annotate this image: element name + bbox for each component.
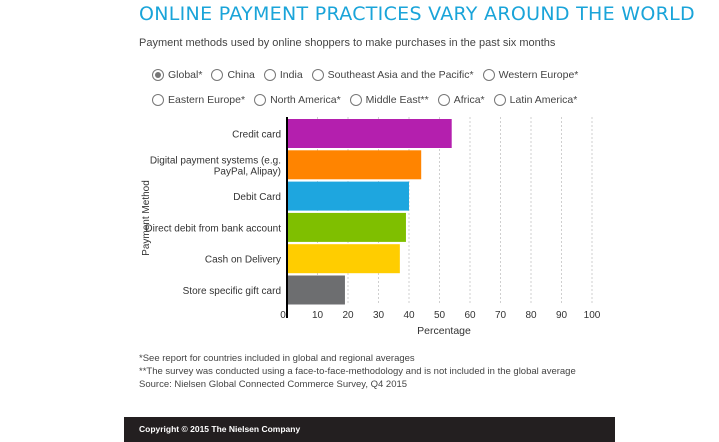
region-radio-label: Eastern Europe*: [168, 94, 246, 106]
region-radio-label: Africa*: [453, 94, 485, 106]
bar: [287, 275, 345, 305]
footer-bar: Copyright © 2015 The Nielsen Company: [124, 417, 615, 442]
region-radio-label: Western Europe*: [498, 69, 579, 81]
footnote-regional-averages: *See report for countries included in gl…: [139, 353, 415, 364]
category-label: Credit card: [232, 130, 281, 141]
x-tick-label: 60: [464, 310, 476, 321]
x-tick-label: 100: [584, 310, 601, 321]
region-radio-global[interactable]: Global*: [152, 69, 202, 81]
chart-title: ONLINE PAYMENT PRACTICES VARY AROUND THE…: [139, 3, 695, 25]
x-axis-title: Percentage: [417, 325, 471, 337]
radio-circle-icon: [263, 69, 276, 81]
region-filter-row-1: Global* China India Southeast Asia and the …: [152, 69, 587, 81]
bar: [287, 181, 409, 211]
region-radio-label: Global*: [168, 69, 203, 81]
radio-circle-icon: [211, 69, 224, 81]
bar: [287, 244, 400, 274]
region-radio-label: India: [279, 69, 303, 81]
chart-subtitle: Payment methods used by online shoppers …: [139, 37, 556, 49]
x-tick-label: 40: [403, 310, 415, 321]
radio-circle-icon: [349, 94, 362, 106]
x-tick-label: 20: [342, 310, 354, 321]
category-label: Digital payment systems (e.g.: [150, 155, 281, 166]
x-tick-label: 50: [434, 310, 446, 321]
x-tick-label: 0: [280, 310, 286, 321]
category-label: Direct debit from bank account: [145, 223, 281, 234]
region-radio-north-america[interactable]: North America*: [254, 94, 341, 106]
region-radio-label: Middle East**: [365, 94, 429, 106]
bar: [287, 150, 422, 180]
region-radio-label: China: [227, 69, 255, 81]
region-radio-southeast-asia-and-the-pacific[interactable]: Southeast Asia and the Pacific*: [311, 69, 474, 81]
category-label: Debit Card: [233, 192, 281, 203]
region-radio-china[interactable]: China: [211, 69, 255, 81]
category-label: Cash on Delivery: [205, 255, 281, 266]
y-axis-title: Payment Method: [141, 180, 152, 256]
region-radio-middle-east[interactable]: Middle East**: [349, 94, 429, 106]
region-filter-row-2: Eastern Europe* North America* Middle East…: [152, 94, 586, 106]
x-tick-label: 80: [525, 310, 537, 321]
radio-circle-icon: [437, 94, 450, 106]
bar: [287, 119, 452, 148]
x-tick-label: 70: [495, 310, 507, 321]
category-label: PayPal, Alipay): [214, 166, 281, 177]
region-radio-label: Southeast Asia and the Pacific*: [327, 69, 474, 81]
region-radio-label: North America*: [270, 94, 341, 106]
x-tick-label: 10: [312, 310, 324, 321]
copyright-text: Copyright © 2015 The Nielsen Company: [139, 424, 301, 434]
radio-circle-icon: [493, 94, 506, 106]
payment-methods-bar-chart: Credit card Digital payment systems (e.g.…: [141, 117, 601, 337]
footnotes: *See report for countries included in gl…: [139, 352, 576, 391]
x-tick-label: 90: [556, 310, 568, 321]
region-radio-label: Latin America*: [509, 94, 578, 106]
region-radio-india[interactable]: India: [263, 69, 303, 81]
region-radio-western-europe[interactable]: Western Europe*: [482, 69, 579, 81]
category-label: Store specific gift card: [183, 286, 281, 297]
x-tick-label: 30: [373, 310, 385, 321]
radio-circle-icon: [254, 94, 267, 106]
region-radio-eastern-europe[interactable]: Eastern Europe*: [152, 94, 245, 106]
radio-circle-icon: [152, 94, 164, 106]
footnote-source: Source: Nielsen Global Connected Commerc…: [139, 379, 408, 390]
region-radio-africa[interactable]: Africa*: [437, 94, 485, 106]
radio-circle-icon: [311, 69, 324, 81]
bar: [287, 212, 406, 242]
region-radio-latin-america[interactable]: Latin America*: [493, 94, 578, 106]
footnote-methodology: **The survey was conducted using a face-…: [139, 366, 576, 377]
radio-circle-icon: [152, 69, 164, 81]
radio-circle-icon: [482, 69, 495, 81]
